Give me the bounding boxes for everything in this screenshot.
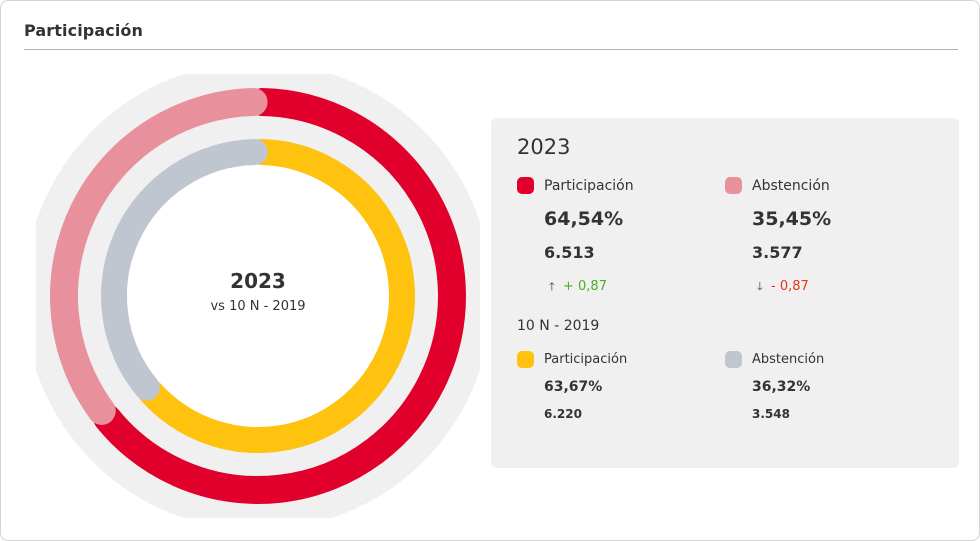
abstencion-2023-percent: 35,45% [752,208,832,230]
abstencion-2019-label: Abstención [752,352,825,367]
donut-slice-participacion-2019[interactable] [138,139,415,453]
title-divider [24,49,958,50]
abstencion-2019-percent: 36,32% [752,379,811,395]
abstencion-2019-count: 3.548 [752,407,790,421]
abstencion-2023-swatch [725,177,742,194]
abstencion-2023-delta: 🡓 - 0,87 [757,278,809,297]
participacion-2019-percent: 63,67% [544,379,603,395]
participacion-2023-delta: 🡑 + 0,87 [549,278,607,297]
donut-center-subtitle: vs 10 N - 2019 [210,299,306,314]
donut-slice-abstencion-2019[interactable] [101,139,268,401]
panel-year: 2023 [517,135,571,159]
abstencion-2023-label: Abstención [752,178,830,194]
arrow-up-icon: 🡑 [549,280,555,293]
panel-previous-year: 10 N - 2019 [517,318,600,334]
participacion-2023-count: 6.513 [544,243,595,262]
donut-center-year: 2023 [230,269,286,293]
donut-slice-abstencion-2023[interactable] [50,88,268,425]
participacion-2023-delta-value: + 0,87 [563,279,607,294]
donut-slice-participacion-2023[interactable] [93,88,466,504]
participacion-2019-label: Participación [544,352,628,367]
card-title: Participación [24,21,143,40]
abstencion-2019-swatch [725,351,742,368]
participacion-2023-label: Participación [544,178,634,194]
donut-chart [36,74,480,518]
arrow-down-icon: 🡓 [757,280,763,293]
participacion-2023-swatch [517,177,534,194]
participacion-2023-percent: 64,54% [544,208,624,230]
legend-panel: 2023 Participación 64,54% 6.513 🡑 + 0,87 … [491,118,959,468]
abstencion-2023-delta-value: - 0,87 [771,279,809,294]
participacion-2019-swatch [517,351,534,368]
participacion-2019-count: 6.220 [544,407,582,421]
abstencion-2023-count: 3.577 [752,243,803,262]
